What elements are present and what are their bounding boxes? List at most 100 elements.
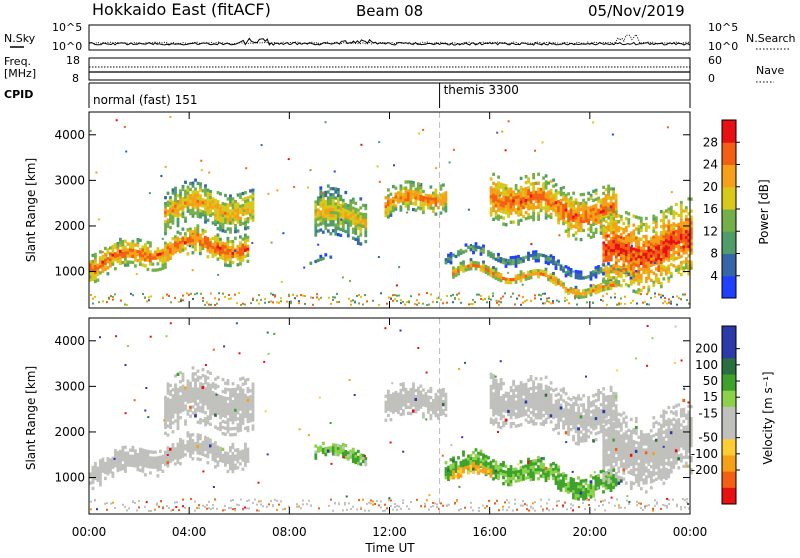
echo-cell bbox=[229, 252, 232, 255]
echo-cell bbox=[394, 294, 396, 296]
echo-cell bbox=[329, 211, 332, 214]
echo-cell bbox=[557, 466, 560, 469]
echo-cell bbox=[149, 253, 152, 256]
nave-label: Nave bbox=[756, 64, 784, 77]
echo-cell bbox=[510, 197, 513, 200]
echo-cell bbox=[552, 275, 555, 278]
echo-cell bbox=[242, 204, 245, 207]
echo-cell bbox=[670, 230, 673, 233]
echo-cell bbox=[505, 199, 508, 202]
echo-cell bbox=[562, 484, 565, 487]
echo-cell bbox=[517, 204, 520, 207]
echo-cell bbox=[517, 470, 520, 473]
echo-cell bbox=[199, 212, 202, 215]
echo-cell bbox=[412, 208, 415, 211]
echo-cell bbox=[179, 250, 182, 253]
echo-cell bbox=[547, 474, 550, 477]
echo-cell bbox=[224, 194, 227, 197]
echo-cell bbox=[480, 265, 483, 268]
echo-cell bbox=[515, 471, 518, 474]
echo-cell bbox=[680, 222, 683, 225]
echo-cell bbox=[229, 246, 232, 249]
echo-cell bbox=[555, 277, 558, 280]
echo-cell bbox=[610, 276, 613, 279]
echo-cell bbox=[187, 397, 190, 400]
colorbar-label: 12 bbox=[703, 224, 718, 238]
echo-cell bbox=[247, 226, 250, 229]
echo-cell bbox=[492, 410, 495, 413]
echo-cell bbox=[194, 402, 197, 405]
echo-cell bbox=[512, 471, 515, 474]
nsearch-label: N.Search bbox=[746, 32, 796, 45]
echo-cell bbox=[99, 474, 102, 477]
echo-cell bbox=[622, 279, 625, 282]
echo-cell bbox=[420, 195, 423, 198]
echo-cell bbox=[400, 299, 402, 301]
echo-cell bbox=[242, 256, 245, 259]
echo-cell bbox=[525, 395, 528, 398]
echo-cell bbox=[555, 261, 558, 264]
echo-cell bbox=[615, 223, 618, 226]
echo-cell bbox=[610, 240, 613, 243]
echo-cell bbox=[229, 391, 232, 394]
echo-cell bbox=[219, 192, 222, 195]
echo-cell bbox=[167, 249, 170, 252]
echo-cell bbox=[632, 236, 635, 239]
echo-cell bbox=[179, 447, 182, 450]
echo-cell bbox=[631, 245, 633, 247]
echo-cell bbox=[252, 415, 255, 418]
echo-cell bbox=[247, 254, 250, 257]
echo-cell bbox=[147, 450, 150, 453]
echo-cell bbox=[587, 213, 590, 216]
echo-cell bbox=[224, 397, 227, 400]
echo-cell bbox=[625, 259, 628, 262]
echo-cell bbox=[620, 242, 623, 245]
echo-cell bbox=[122, 464, 125, 467]
echo-cell bbox=[147, 241, 150, 244]
echo-cell bbox=[630, 279, 633, 282]
echo-cell bbox=[627, 251, 630, 254]
echo-cell bbox=[167, 397, 170, 400]
echo-cell bbox=[607, 235, 609, 237]
echo-cell bbox=[199, 185, 202, 188]
echo-cell bbox=[232, 252, 235, 255]
echo-cell bbox=[174, 447, 177, 450]
echo-cell bbox=[527, 252, 530, 255]
echo-cell bbox=[522, 203, 525, 206]
echo-cell bbox=[184, 217, 187, 220]
echo-cell bbox=[527, 192, 530, 195]
echo-cell bbox=[615, 277, 618, 280]
beam-label: Beam 08 bbox=[356, 2, 423, 20]
echo-cell bbox=[172, 215, 175, 218]
echo-cell bbox=[296, 295, 298, 297]
echo-cell bbox=[557, 206, 560, 209]
echo-cell bbox=[497, 392, 500, 395]
echo-cell bbox=[194, 390, 197, 393]
echo-cell bbox=[532, 194, 535, 197]
echo-cell bbox=[512, 202, 515, 205]
echo-cell bbox=[219, 216, 222, 219]
echo-cell bbox=[187, 443, 190, 446]
echo-cell bbox=[232, 243, 235, 246]
echo-cell bbox=[327, 229, 330, 232]
echo-cell bbox=[234, 394, 237, 397]
echo-cell bbox=[172, 443, 175, 446]
echo-cell bbox=[395, 403, 398, 406]
echo-cell bbox=[527, 421, 530, 424]
echo-region bbox=[385, 382, 448, 422]
echo-cell bbox=[164, 426, 167, 429]
echo-cell bbox=[660, 210, 663, 213]
echo-cell bbox=[329, 199, 332, 202]
echo-cell bbox=[422, 400, 425, 403]
echo-cell bbox=[182, 443, 185, 446]
echo-cell bbox=[204, 214, 207, 217]
echo-cell bbox=[219, 416, 222, 419]
echo-cell bbox=[252, 412, 255, 415]
echo-cell bbox=[149, 192, 151, 194]
echo-cell bbox=[202, 244, 205, 247]
echo-cell bbox=[112, 466, 115, 469]
echo-cell bbox=[242, 450, 245, 453]
echo-cell bbox=[575, 292, 578, 295]
echo-cell bbox=[520, 273, 523, 276]
echo-cell bbox=[147, 259, 150, 262]
